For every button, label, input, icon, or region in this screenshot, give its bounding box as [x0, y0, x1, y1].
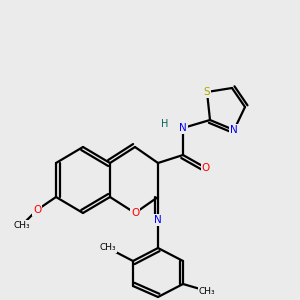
- Text: N: N: [230, 125, 238, 135]
- Text: O: O: [202, 163, 210, 173]
- Text: CH₃: CH₃: [100, 244, 116, 253]
- Text: N: N: [179, 123, 187, 133]
- Text: O: O: [33, 205, 41, 215]
- Text: O: O: [131, 208, 139, 218]
- Text: CH₃: CH₃: [14, 220, 30, 230]
- Text: CH₃: CH₃: [199, 286, 215, 296]
- Text: N: N: [154, 215, 162, 225]
- Text: H: H: [161, 119, 169, 129]
- Text: S: S: [204, 87, 210, 97]
